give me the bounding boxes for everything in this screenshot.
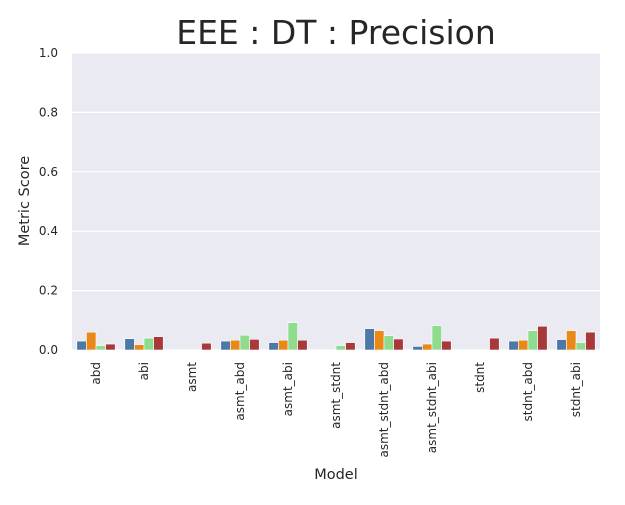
y-tick-label: 0.8	[39, 105, 58, 119]
bar-stdnt_abi-0	[556, 339, 567, 351]
bar-asmt_stdnt_abd-3	[393, 338, 404, 351]
chart-title: EEE : DT : Precision	[176, 13, 496, 52]
bar-stdnt_abd-0	[508, 340, 519, 351]
bar-abd-1	[86, 331, 97, 351]
bar-abi-1	[134, 344, 145, 351]
x-tick-label: stdnt	[473, 362, 487, 393]
bars	[76, 322, 596, 351]
bar-asmt_abd-3	[249, 339, 260, 351]
bar-stdnt-3	[489, 337, 500, 351]
bar-stdnt_abi-3	[585, 331, 596, 351]
y-tick-label: 0.2	[39, 284, 58, 298]
x-tick-label: abi	[137, 362, 151, 380]
plot-area	[72, 53, 600, 350]
x-tick-label: stdnt_abd	[521, 362, 535, 421]
bar-stdnt_abi-2	[575, 342, 586, 351]
x-tick-label: asmt_stdnt	[329, 362, 343, 429]
bar-asmt_abd-1	[230, 339, 241, 351]
x-tick-label: abd	[89, 362, 103, 385]
x-axis-label: Model	[314, 467, 358, 483]
bar-asmt_abd-2	[239, 334, 250, 351]
bar-asmt_abi-0	[268, 342, 279, 351]
y-tick-label: 0.0	[39, 343, 58, 357]
bar-asmt_stdnt_abd-2	[383, 335, 394, 351]
bar-stdnt_abd-1	[518, 339, 529, 351]
y-axis-ticks: 0.0 0.2 0.4 0.6 0.8 1.0	[39, 46, 58, 357]
bar-asmt_abi-1	[278, 339, 289, 351]
bar-abi-2	[143, 337, 154, 351]
bar-asmt_stdnt-3	[345, 342, 356, 351]
bar-asmt_stdnt-2	[335, 345, 346, 351]
bar-stdnt_abi-1	[566, 330, 577, 351]
bar-asmt_stdnt_abd-1	[374, 330, 385, 351]
bar-abi-0	[124, 338, 135, 351]
x-tick-label: asmt_abi	[281, 362, 295, 416]
bar-stdnt_abd-2	[527, 330, 538, 351]
x-tick-label: stdnt_abi	[569, 362, 583, 417]
bar-asmt_abd-0	[220, 340, 231, 351]
x-tick-label: asmt_stdnt_abi	[425, 362, 439, 453]
bar-abd-0	[76, 340, 87, 351]
bar-asmt_abi-2	[287, 322, 298, 351]
bar-abd-2	[95, 345, 106, 351]
bar-asmt_stdnt_abi-2	[431, 325, 442, 351]
bar-asmt_stdnt_abd-0	[364, 328, 375, 351]
bar-asmt_abi-3	[297, 339, 308, 351]
bar-asmt_stdnt_abi-0	[412, 346, 423, 351]
x-tick-label: asmt	[185, 362, 199, 392]
bar-abi-3	[153, 336, 164, 351]
bar-asmt_stdnt_abi-1	[422, 343, 433, 351]
bar-asmt_stdnt_abi-3	[441, 340, 452, 351]
bar-asmt-3	[201, 342, 212, 351]
bar-abd-3	[105, 343, 116, 351]
y-axis-label: Metric Score	[17, 156, 33, 246]
y-tick-label: 0.4	[39, 224, 58, 238]
x-axis-ticks: abd abi asmt asmt_abd asmt_abi asmt_stdnt asmt…	[89, 362, 583, 458]
y-tick-label: 1.0	[39, 46, 58, 60]
x-tick-label: asmt_stdnt_abd	[377, 362, 391, 457]
x-tick-label: asmt_abd	[233, 362, 247, 421]
y-tick-label: 0.6	[39, 165, 58, 179]
bar-stdnt_abd-3	[537, 325, 548, 351]
